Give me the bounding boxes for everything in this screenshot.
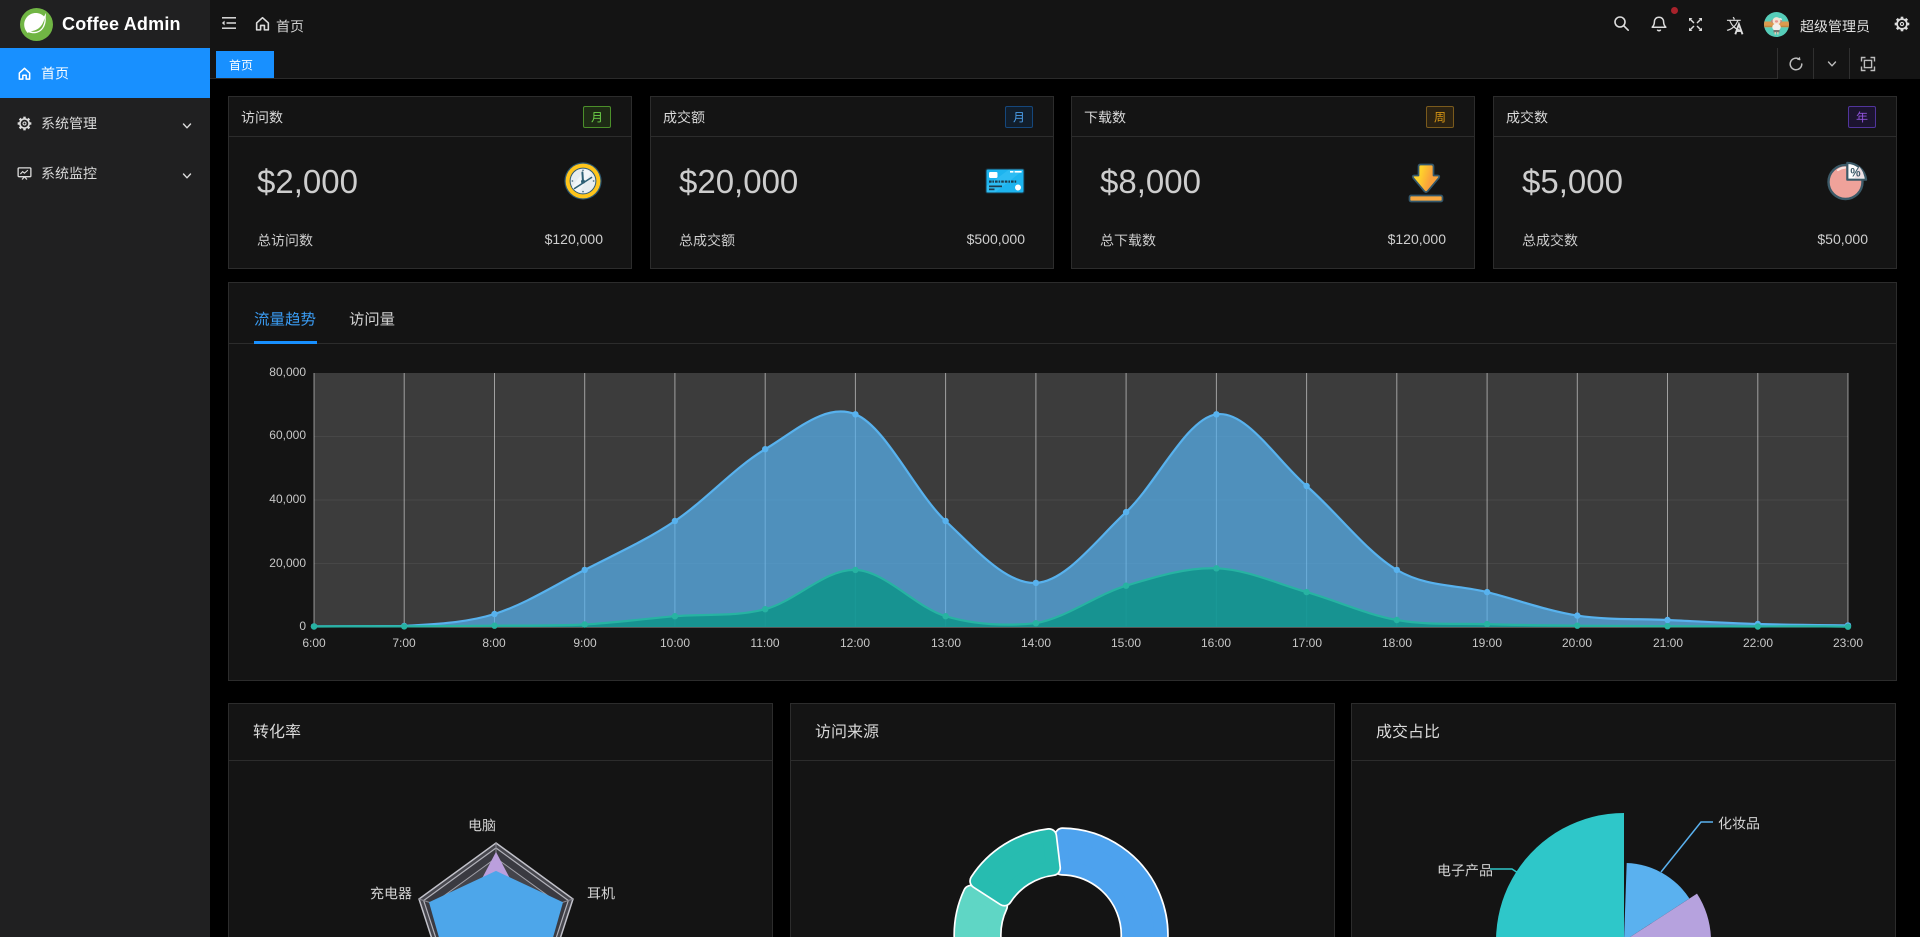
- svg-text:%: %: [1850, 167, 1860, 179]
